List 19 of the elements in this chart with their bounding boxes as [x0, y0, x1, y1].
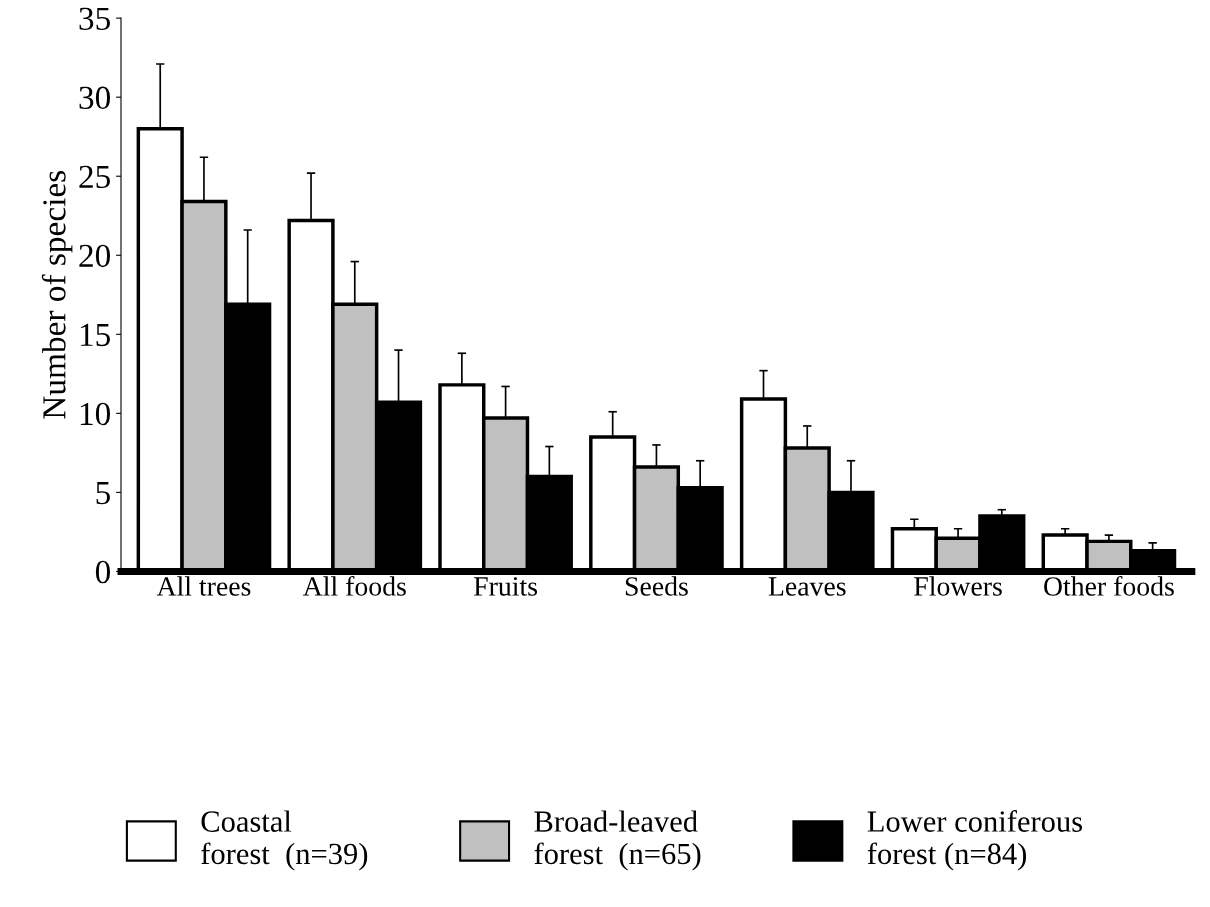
- legend-label: Lower coniferous forest (n=84): [867, 810, 1082, 871]
- x-tick-label: All foods: [302, 575, 406, 596]
- x-tick-label: Fruits: [473, 577, 538, 596]
- legend-label: Coastal forest (n=39): [201, 810, 368, 871]
- legend-label: Broad-leaved forest (n=65): [534, 810, 701, 871]
- y-tick-label: 0: [95, 560, 111, 584]
- x-tick-label: All trees: [156, 576, 251, 596]
- x-tick-label: Seeds: [625, 576, 688, 596]
- y-axis-title: Number of species: [41, 171, 73, 419]
- y-tick-label: 30: [79, 86, 111, 110]
- y-tick-label: 20: [79, 244, 111, 268]
- x-tick-label: Leaves: [768, 577, 846, 596]
- y-tick-label: 35: [79, 7, 110, 31]
- y-tick-label: 15: [80, 323, 110, 347]
- y-tick-label: 10: [80, 402, 111, 426]
- y-tick-label: 5: [96, 482, 110, 505]
- y-tick-label: 25: [79, 165, 110, 189]
- x-tick-label: Other foods: [1044, 575, 1174, 596]
- x-tick-label: Flowers: [914, 576, 1002, 596]
